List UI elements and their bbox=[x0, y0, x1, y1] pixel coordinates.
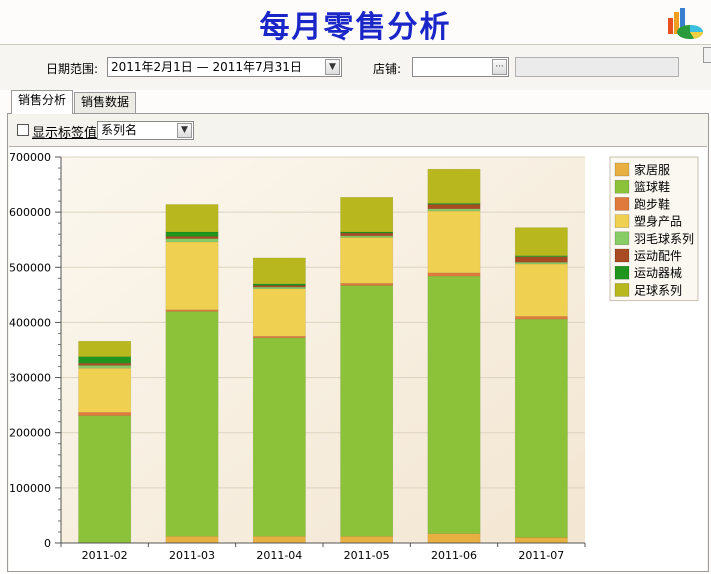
bar-segment bbox=[252, 288, 306, 337]
bar-segment bbox=[165, 204, 219, 233]
bar-segment bbox=[427, 210, 481, 274]
bar-segment bbox=[514, 316, 568, 320]
legend-label: 羽毛球系列 bbox=[634, 232, 694, 246]
x-tick-label: 2011-04 bbox=[256, 549, 302, 562]
filter-bar: 日期范围: 2011年2月1日 — 2011年7月31日 ▼ 店铺: ··· bbox=[0, 45, 711, 90]
chevron-down-icon[interactable]: ▼ bbox=[177, 123, 192, 138]
y-tick-label: 200000 bbox=[9, 427, 51, 440]
header-divider bbox=[0, 44, 711, 45]
x-tick-label: 2011-06 bbox=[431, 549, 477, 562]
bar-segment bbox=[427, 533, 481, 544]
bar-segment bbox=[514, 318, 568, 538]
legend-label: 家居服 bbox=[634, 162, 670, 177]
y-tick-label: 600000 bbox=[9, 206, 51, 219]
bar-segment bbox=[165, 238, 219, 243]
legend-swatch bbox=[614, 265, 630, 280]
legend-swatch bbox=[614, 214, 630, 228]
bar-segment bbox=[427, 275, 481, 534]
tab-sales-data[interactable]: 销售数据 bbox=[74, 92, 137, 113]
bar-segment bbox=[427, 208, 481, 212]
legend-label: 跑步鞋 bbox=[634, 196, 670, 211]
bar-segment bbox=[78, 415, 132, 543]
date-range-combo[interactable]: 2011年2月1日 — 2011年7月31日 ▼ bbox=[107, 57, 342, 77]
y-tick-label: 0 bbox=[44, 537, 51, 550]
legend-swatch bbox=[614, 231, 630, 246]
bar-segment bbox=[427, 168, 481, 204]
legend-swatch bbox=[614, 283, 630, 297]
bar-segment bbox=[514, 263, 568, 317]
bar-segment bbox=[252, 285, 306, 288]
store-name-field bbox=[515, 57, 679, 77]
bar-segment bbox=[252, 536, 306, 544]
bar-segment bbox=[340, 283, 394, 286]
bar-segment bbox=[165, 311, 219, 537]
legend-swatch bbox=[614, 197, 630, 211]
date-range-label: 日期范围: bbox=[46, 62, 99, 76]
label-mode-value: 系列名 bbox=[101, 123, 138, 137]
legend-label: 运动配件 bbox=[634, 249, 682, 263]
x-tick-label: 2011-03 bbox=[169, 549, 215, 562]
bar-segment bbox=[340, 285, 394, 537]
chevron-down-icon[interactable]: ▼ bbox=[325, 59, 340, 75]
y-tick-label: 400000 bbox=[9, 316, 51, 329]
bar-segment bbox=[340, 197, 394, 233]
plot-background bbox=[61, 157, 585, 543]
tab-sales-analysis[interactable]: 销售分析 bbox=[11, 90, 74, 114]
store-input[interactable]: ··· bbox=[412, 57, 509, 77]
y-tick-label: 700000 bbox=[9, 151, 51, 164]
page-title: 每月零售分析 bbox=[259, 10, 452, 45]
bar-segment bbox=[78, 365, 132, 369]
x-tick-label: 2011-05 bbox=[344, 549, 390, 562]
bar-segment bbox=[514, 227, 568, 256]
bar-segment bbox=[78, 362, 132, 366]
bar-segment bbox=[427, 204, 481, 210]
bar-segment bbox=[165, 231, 219, 237]
stacked-bar-chart: 0 100000 200000 300000 400000 500000 600000 700… bbox=[9, 151, 699, 562]
bar-segment bbox=[340, 237, 394, 284]
bar-segment bbox=[252, 337, 306, 537]
bar-segment bbox=[427, 272, 481, 277]
y-tick-label: 300000 bbox=[9, 372, 51, 385]
bar-segment bbox=[514, 262, 568, 265]
panel-handle[interactable] bbox=[703, 47, 711, 63]
label-mode-select[interactable]: 系列名 ▼ bbox=[97, 121, 194, 140]
legend-swatch bbox=[614, 248, 630, 263]
bar-segment bbox=[165, 536, 219, 544]
chart-logo-icon bbox=[668, 8, 703, 39]
bar-segment bbox=[78, 367, 132, 413]
legend-swatch bbox=[614, 179, 630, 194]
legend-label: 塑身产品 bbox=[634, 214, 682, 229]
bar-segment bbox=[165, 236, 219, 239]
y-tick-label: 100000 bbox=[9, 482, 51, 495]
date-range-value: 2011年2月1日 — 2011年7月31日 bbox=[111, 60, 302, 74]
ellipsis-icon[interactable]: ··· bbox=[492, 59, 507, 75]
sales-analysis-panel: 显示标签值 系列名 ▼ 0 100000 200000 300000 400000 500… bbox=[7, 113, 709, 572]
bar-segment bbox=[340, 536, 394, 544]
bar-segment bbox=[514, 256, 568, 263]
x-tick-label: 2011-07 bbox=[518, 549, 564, 562]
bar-segment bbox=[165, 241, 219, 310]
bar-segment bbox=[78, 340, 132, 357]
legend-label: 运动器械 bbox=[634, 265, 682, 280]
legend-label: 足球系列 bbox=[634, 283, 682, 297]
bar-segment bbox=[340, 232, 394, 237]
store-label: 店铺: bbox=[373, 62, 402, 76]
legend-swatch bbox=[614, 162, 630, 177]
chart-area: 0 100000 200000 300000 400000 500000 600000 700… bbox=[9, 146, 707, 571]
bar-segment bbox=[252, 257, 306, 285]
legend-label: 篮球鞋 bbox=[634, 179, 670, 194]
show-labels-checkbox[interactable] bbox=[17, 124, 29, 136]
y-tick-label: 500000 bbox=[9, 261, 51, 274]
tab-bar: 销售分析 销售数据 bbox=[0, 90, 711, 114]
bar-segment bbox=[78, 356, 132, 364]
x-tick-label: 2011-02 bbox=[82, 549, 128, 562]
show-labels-label[interactable]: 显示标签值 bbox=[32, 126, 98, 141]
bar-segment bbox=[514, 537, 568, 544]
bar-segment bbox=[78, 412, 132, 416]
